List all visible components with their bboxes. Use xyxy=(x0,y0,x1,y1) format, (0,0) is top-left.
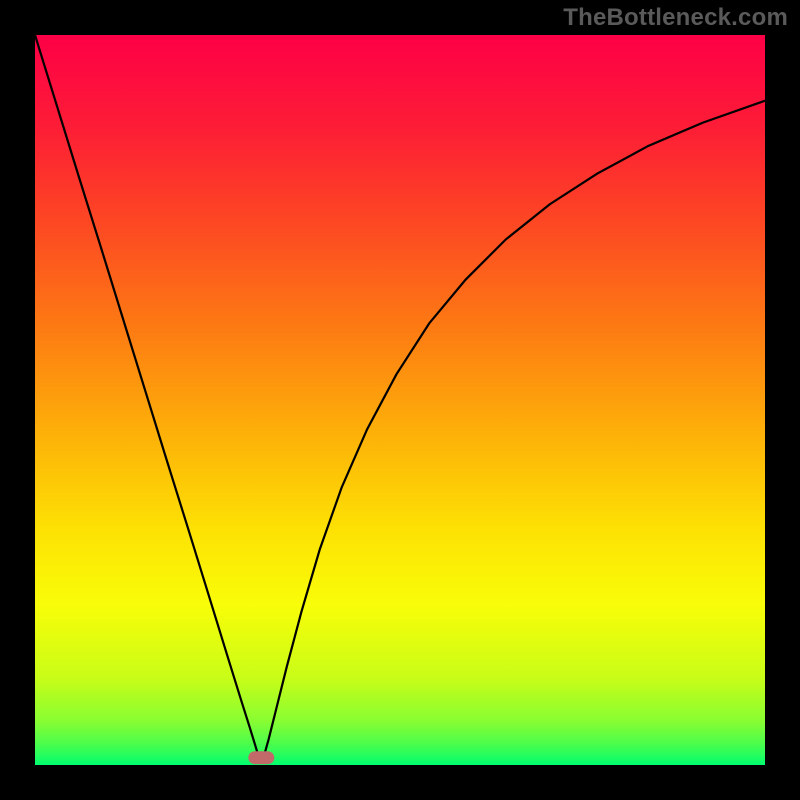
chart-frame: TheBottleneck.com xyxy=(0,0,800,800)
bottleneck-chart xyxy=(35,35,765,765)
valley-marker xyxy=(248,751,274,764)
plot-background xyxy=(35,35,765,765)
watermark-text: TheBottleneck.com xyxy=(563,4,788,32)
